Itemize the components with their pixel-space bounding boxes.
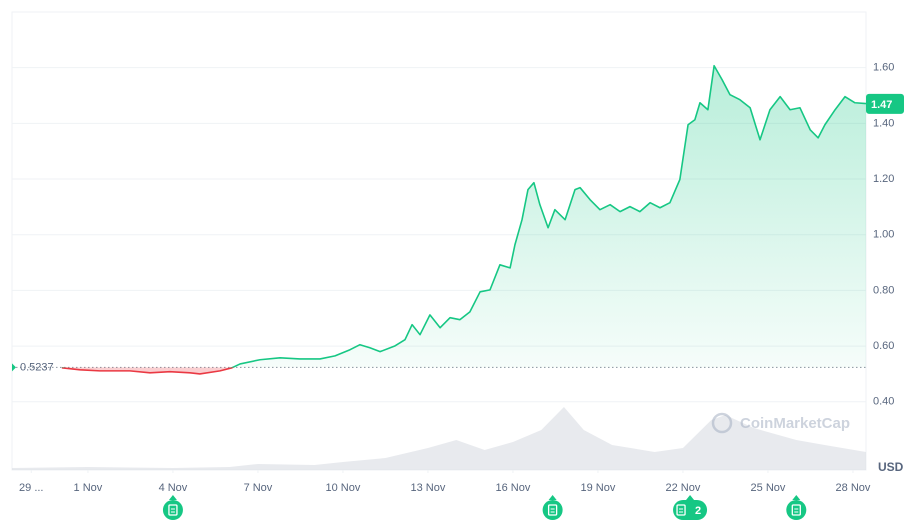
y-tick-label: 1.20: [873, 173, 894, 185]
event-count: 2: [695, 505, 701, 517]
baseline-pointer: [12, 363, 16, 372]
event-marker[interactable]: [542, 495, 563, 520]
x-tick-label: 29 ...: [19, 482, 43, 494]
event-icon: [791, 504, 801, 516]
last-price-label: 1.47: [871, 99, 892, 111]
price-area: [61, 65, 867, 374]
y-tick-label: 0.80: [873, 284, 894, 296]
y-tick-label: 0.60: [873, 340, 894, 352]
x-tick-label: 28 Nov: [836, 482, 871, 494]
x-tick-label: 4 Nov: [159, 482, 188, 494]
y-tick-label: 1.60: [873, 62, 894, 74]
watermark: CoinMarketCap: [711, 412, 850, 434]
baseline-label: 0.5237: [20, 361, 54, 373]
event-icon: [676, 504, 686, 516]
x-tick-label: 1 Nov: [74, 482, 103, 494]
y-tick-label: 0.40: [873, 396, 894, 408]
event-badge: [542, 500, 563, 520]
event-badge: [786, 500, 807, 520]
y-tick-label: 1.00: [873, 229, 894, 241]
last-price-badge: [866, 93, 904, 114]
event-badge: [162, 500, 183, 520]
x-tick-label: 13 Nov: [411, 482, 446, 494]
event-badge: [673, 500, 708, 520]
event-icon: [547, 504, 558, 516]
x-tick-label: 25 Nov: [751, 482, 786, 494]
watermark-text: CoinMarketCap: [740, 415, 850, 432]
x-tick-label: 22 Nov: [666, 482, 701, 494]
x-tick-label: 10 Nov: [326, 482, 361, 494]
event-pointer: [168, 495, 177, 500]
x-tick-label: 16 Nov: [496, 482, 531, 494]
event-pointer: [686, 495, 695, 500]
event-marker[interactable]: [786, 495, 807, 520]
y-tick-label: 1.40: [873, 117, 894, 129]
volume-area: [12, 407, 866, 470]
y-axis-label: USD: [878, 460, 904, 474]
x-tick-label: 7 Nov: [244, 482, 273, 494]
event-marker[interactable]: 2: [673, 495, 708, 520]
event-pointer: [792, 495, 801, 500]
watermark-logo: [711, 412, 733, 434]
x-tick-label: 19 Nov: [581, 482, 616, 494]
event-marker[interactable]: [162, 495, 183, 520]
event-pointer: [548, 495, 557, 500]
event-icon: [168, 504, 178, 516]
price-line: [61, 64, 867, 375]
